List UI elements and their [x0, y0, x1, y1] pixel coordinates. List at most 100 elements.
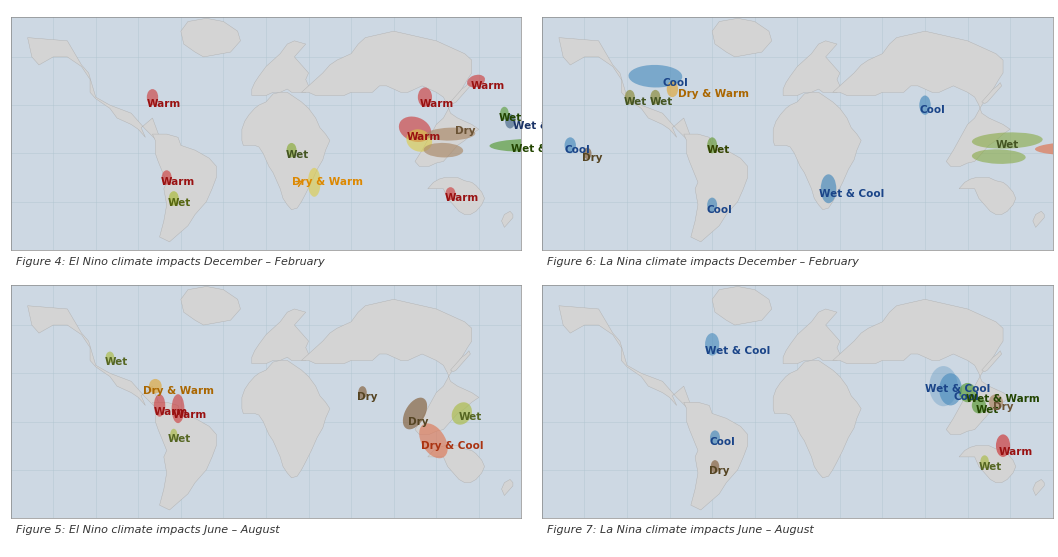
Ellipse shape	[418, 87, 432, 107]
Text: Warm: Warm	[471, 81, 505, 91]
Text: Wet: Wet	[979, 462, 1002, 472]
Polygon shape	[181, 286, 240, 325]
Polygon shape	[833, 31, 1010, 166]
Text: Cool: Cool	[919, 105, 945, 115]
Ellipse shape	[996, 434, 1010, 457]
Ellipse shape	[940, 373, 962, 405]
Text: Dry: Dry	[582, 153, 602, 163]
Polygon shape	[242, 360, 330, 478]
Ellipse shape	[625, 90, 635, 104]
Text: Wet: Wet	[168, 434, 191, 444]
Ellipse shape	[651, 90, 660, 104]
Text: Dry & Warm: Dry & Warm	[292, 177, 363, 187]
Text: Warm: Warm	[999, 447, 1033, 457]
Text: Dry & Warm: Dry & Warm	[678, 89, 749, 99]
Polygon shape	[451, 82, 471, 104]
Ellipse shape	[171, 394, 184, 423]
Text: Wet & Warm: Wet & Warm	[966, 394, 1040, 404]
Ellipse shape	[406, 129, 432, 152]
Text: Warm: Warm	[419, 99, 454, 109]
Polygon shape	[252, 309, 309, 364]
Ellipse shape	[972, 397, 986, 413]
Ellipse shape	[147, 89, 158, 105]
Text: Cool: Cool	[565, 145, 590, 155]
Polygon shape	[501, 211, 513, 227]
Text: Wet & Cool: Wet & Cool	[925, 384, 990, 394]
Polygon shape	[302, 31, 479, 166]
Ellipse shape	[989, 394, 1003, 411]
Polygon shape	[712, 286, 771, 325]
Ellipse shape	[500, 107, 509, 120]
Ellipse shape	[1035, 142, 1058, 155]
Ellipse shape	[106, 351, 114, 363]
Polygon shape	[252, 41, 309, 95]
Text: Warm: Warm	[172, 410, 206, 420]
Text: Wet: Wet	[498, 113, 522, 123]
Ellipse shape	[929, 366, 957, 406]
Ellipse shape	[710, 431, 719, 445]
Ellipse shape	[919, 95, 931, 115]
Text: Figure 5: El Nino climate impacts June – August: Figure 5: El Nino climate impacts June –…	[16, 525, 279, 535]
Text: Wet: Wet	[707, 145, 730, 155]
Polygon shape	[559, 38, 691, 140]
Ellipse shape	[359, 386, 367, 399]
Ellipse shape	[505, 114, 515, 129]
Polygon shape	[773, 92, 861, 209]
Text: Wet & Cool: Wet & Cool	[819, 189, 883, 199]
Polygon shape	[559, 306, 691, 409]
Text: Dry & Warm: Dry & Warm	[143, 386, 214, 396]
Text: Wet: Wet	[650, 97, 673, 107]
Ellipse shape	[959, 383, 977, 402]
Ellipse shape	[452, 402, 472, 424]
Text: Wet: Wet	[459, 412, 482, 422]
Text: Wet: Wet	[624, 97, 647, 107]
Text: Dry: Dry	[357, 393, 378, 402]
Text: Wet: Wet	[996, 140, 1019, 150]
Text: Wet & Cool: Wet & Cool	[705, 346, 770, 356]
Text: Dry: Dry	[408, 417, 428, 427]
Ellipse shape	[170, 429, 178, 440]
Text: Wet: Wet	[286, 150, 309, 160]
Text: Wet & Warm: Wet & Warm	[511, 144, 585, 154]
Ellipse shape	[445, 187, 455, 200]
Ellipse shape	[628, 65, 682, 87]
Text: Dry & Cool: Dry & Cool	[421, 441, 484, 451]
Text: Warm: Warm	[406, 133, 441, 142]
Ellipse shape	[423, 143, 463, 158]
Ellipse shape	[707, 198, 717, 212]
Ellipse shape	[972, 133, 1043, 149]
Text: Cool: Cool	[707, 204, 732, 214]
Ellipse shape	[707, 138, 717, 153]
Ellipse shape	[308, 168, 321, 197]
Polygon shape	[302, 299, 479, 434]
Polygon shape	[242, 92, 330, 209]
Ellipse shape	[153, 394, 165, 417]
Ellipse shape	[149, 379, 162, 393]
Polygon shape	[683, 134, 748, 242]
Ellipse shape	[287, 143, 296, 158]
Ellipse shape	[705, 333, 719, 355]
Text: Wet: Wet	[105, 357, 127, 367]
Polygon shape	[783, 309, 840, 364]
Polygon shape	[181, 18, 240, 57]
Text: Warm: Warm	[153, 407, 188, 417]
Polygon shape	[773, 360, 861, 478]
Text: Figure 7: La Nina climate impacts June – August: Figure 7: La Nina climate impacts June –…	[547, 525, 814, 535]
Ellipse shape	[821, 174, 836, 203]
Text: Cool: Cool	[662, 77, 688, 87]
Ellipse shape	[667, 81, 678, 97]
Text: Dry: Dry	[709, 466, 730, 476]
Text: Wet & Cool: Wet & Cool	[513, 121, 578, 131]
Polygon shape	[683, 402, 748, 510]
Text: Wet: Wet	[168, 198, 191, 208]
Polygon shape	[152, 134, 216, 242]
Text: Cool: Cool	[709, 437, 735, 447]
Polygon shape	[1033, 211, 1044, 227]
Text: Wet: Wet	[977, 405, 1000, 416]
Polygon shape	[982, 82, 1002, 104]
Polygon shape	[427, 178, 485, 214]
Text: Dry: Dry	[455, 126, 475, 136]
Ellipse shape	[169, 191, 179, 206]
Ellipse shape	[583, 148, 591, 159]
Polygon shape	[783, 41, 840, 95]
